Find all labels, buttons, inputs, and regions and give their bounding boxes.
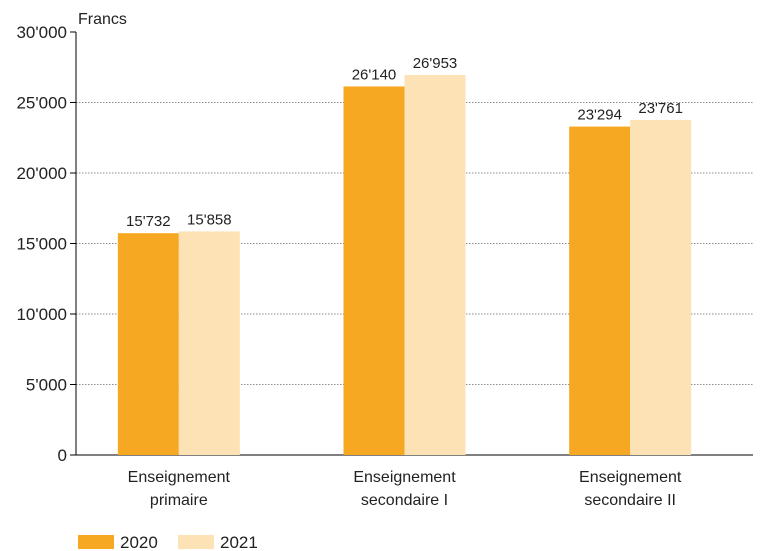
data-label: 23'294: [577, 107, 622, 124]
category-label: Enseignement: [353, 469, 456, 486]
y-axis-unit-label: Francs: [78, 11, 127, 28]
category-label: primaire: [150, 492, 208, 509]
legend-swatch: [178, 535, 214, 549]
y-tick-label: 0: [58, 446, 67, 465]
data-label: 15'732: [126, 213, 171, 230]
bar: [569, 126, 631, 456]
bar: [178, 231, 240, 455]
y-axis-ticks: 0 5'000 10'000 15'000 20'000 25'000 30'000: [16, 23, 76, 465]
legend-label: 2021: [220, 533, 258, 551]
y-tick-label: 10'000: [16, 305, 67, 324]
category-label: Enseignement: [128, 469, 231, 486]
data-label: 26'140: [352, 66, 397, 83]
legend: 2020 2021: [78, 533, 258, 551]
legend-label: 2020: [120, 533, 158, 551]
category-label: secondaire I: [361, 492, 448, 509]
data-label: 15'858: [187, 211, 232, 228]
data-label: 26'953: [413, 55, 458, 72]
y-tick-label: 5'000: [26, 376, 67, 395]
y-tick-label: 15'000: [16, 235, 67, 254]
y-tick-label: 30'000: [16, 23, 67, 42]
y-tick-label: 25'000: [16, 94, 67, 113]
legend-swatch: [78, 535, 114, 549]
bar: [343, 86, 405, 456]
category-labels: Enseignement primaire Enseignement secondai…: [128, 469, 682, 509]
data-labels: 15'732 15'858 26'140 26'953 23'294 23'761: [126, 55, 683, 230]
bar: [117, 233, 179, 455]
y-tick-label: 20'000: [16, 164, 67, 183]
bar: [630, 119, 692, 455]
category-label: secondaire II: [584, 492, 676, 509]
category-label: Enseignement: [579, 469, 682, 486]
bar: [404, 74, 466, 455]
bars: [117, 74, 692, 456]
data-label: 23'761: [638, 100, 683, 117]
